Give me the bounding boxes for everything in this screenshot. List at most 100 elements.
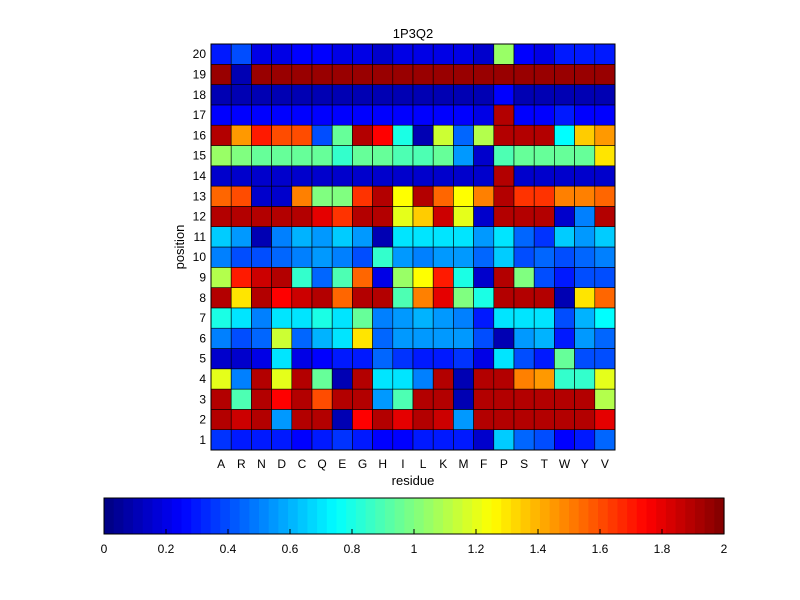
heatmap-cell [554,388,575,410]
colorbar-swatch [142,498,154,534]
heatmap-cell [392,206,414,227]
heatmap-cell [432,307,454,329]
heatmap-cell [251,165,272,187]
colorbar-tick-label: 0.2 [158,542,175,556]
heatmap-cell [453,124,474,146]
heatmap-cell [432,185,454,207]
heatmap-cell [210,206,232,227]
colorbar-swatch [297,498,309,534]
heatmap-cell [574,388,596,410]
heatmap-cell [533,185,555,207]
x-tick-label: Y [581,457,589,471]
heatmap-cell [352,368,373,390]
heatmap-cell [392,388,414,410]
heatmap-cell [493,409,515,430]
heatmap-cell [432,409,454,430]
x-tick-label: R [237,457,246,471]
heatmap-cell [372,348,394,370]
colorbar-swatch [636,498,648,534]
colorbar-tick-label: 2 [721,542,728,556]
colorbar-swatch [491,498,502,534]
heatmap-cell [513,124,535,146]
x-tick-label: W [559,457,571,471]
heatmap-cell [271,145,293,167]
heatmap-cell [513,429,535,451]
heatmap-cell [493,246,515,268]
heatmap-cell [513,185,535,207]
heatmap-cell [311,165,333,187]
heatmap-cell [473,388,495,410]
heatmap-cell [372,409,394,430]
heatmap-cell [291,104,313,126]
heatmap-cell [513,409,535,430]
heatmap-cell [554,84,575,106]
heatmap-cell [473,266,495,288]
heatmap-cell [412,145,434,167]
heatmap-cell [493,185,515,207]
heatmap-cell [291,266,313,288]
heatmap-cell [271,43,293,65]
colorbar-tick-label: 0.4 [220,542,237,556]
heatmap-cell [331,84,353,106]
heatmap-cell [554,246,575,268]
colorbar-tick-label: 0.6 [282,542,299,556]
heatmap-cell [331,145,353,167]
heatmap-cell [432,124,454,146]
heatmap-cell [412,124,434,146]
heatmap-cells [210,43,616,451]
heatmap-cell [432,165,454,187]
heatmap-cell [230,206,252,227]
heatmap-cell [291,327,313,349]
colorbar-swatch [113,498,124,534]
colorbar-swatch [685,498,696,534]
y-tick-label: 19 [193,67,207,81]
heatmap-cell [473,145,495,167]
colorbar-swatch [404,498,415,534]
heatmap-cell [311,206,333,227]
heatmap-cell [352,348,373,370]
heatmap-cell [210,43,232,65]
heatmap-cell [473,165,495,187]
x-axis-label: residue [392,473,435,488]
heatmap-cell [392,43,414,65]
heatmap-cell [392,368,414,390]
heatmap-cell [412,246,434,268]
x-tick-label: N [257,457,266,471]
heatmap-cell [352,266,373,288]
colorbar-swatch [200,498,212,534]
heatmap-cell [554,124,575,146]
colorbar-swatch [152,498,163,534]
heatmap-cell [533,409,555,430]
colorbar-swatch [123,498,134,534]
heatmap-cell [554,165,575,187]
heatmap-cell [230,104,252,126]
heatmap-cell [493,145,515,167]
y-tick-label: 13 [193,189,207,203]
heatmap-cell [473,226,495,248]
heatmap-cell [331,429,353,451]
heatmap-cell [432,287,454,309]
heatmap-cell [453,409,474,430]
heatmap-cell [533,64,555,85]
heatmap-cell [311,388,333,410]
heatmap-cell [473,409,495,430]
heatmap-cell [432,64,454,85]
heatmap-cell [251,287,272,309]
heatmap-cell [574,124,596,146]
heatmap-cell [533,43,555,65]
heatmap-cell [412,368,434,390]
heatmap-cell [594,409,616,430]
colorbar-swatch [559,498,570,534]
heatmap-cell [311,104,333,126]
heatmap-cell [311,307,333,329]
heatmap-cell [372,104,394,126]
heatmap-cell [554,327,575,349]
heatmap-cell [372,307,394,329]
heatmap-cell [271,104,293,126]
heatmap-cell [331,104,353,126]
heatmap-cell [311,43,333,65]
heatmap-cell [331,307,353,329]
heatmap-cell [473,307,495,329]
heatmap-cell [311,124,333,146]
heatmap-cell [230,327,252,349]
